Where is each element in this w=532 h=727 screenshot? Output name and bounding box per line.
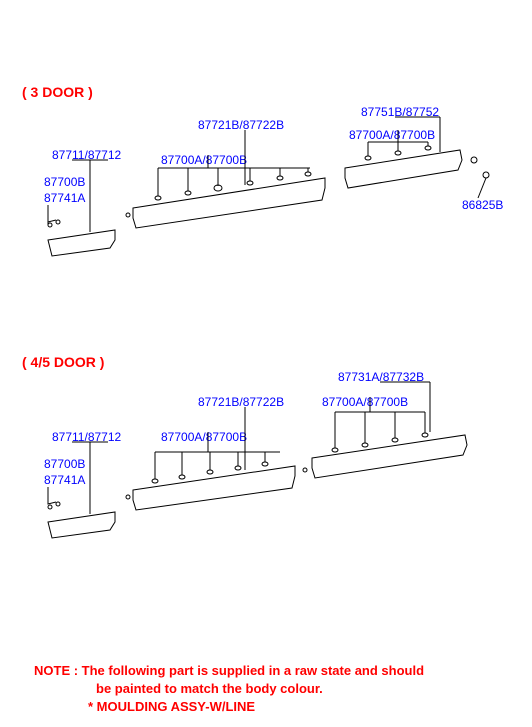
clip-s2-1a <box>48 505 52 509</box>
part-s1-frontdoor <box>133 178 325 228</box>
label-s1-87741A: 87741A <box>44 191 85 205</box>
part-s2-reardoor <box>312 435 467 478</box>
part-s2-frontdoor <box>133 466 295 510</box>
clip-s1-2a <box>155 196 161 200</box>
label-s1-87700B: 87700B <box>44 175 85 189</box>
clip-s1-2c <box>214 185 222 191</box>
label-s1-87711: 87711/87712 <box>52 148 121 162</box>
note-line2: be painted to match the body colour. <box>34 681 323 696</box>
label-s1-87751B: 87751B/87752 <box>361 105 439 119</box>
label-s2-87721B: 87721B/87722B <box>198 395 284 409</box>
label-s2-87700A: 87700A/87700B <box>161 430 247 444</box>
label-s2-87700B: 87700B <box>44 457 85 471</box>
clip-s2-2c <box>207 470 213 474</box>
clip-s1-2e <box>277 176 283 180</box>
note-line1: NOTE : The following part is supplied in… <box>34 663 424 678</box>
clip-s1-2b <box>185 191 191 195</box>
label-s1-87700A-r: 87700A/87700B <box>349 128 435 142</box>
clip-s1-2f <box>305 172 311 176</box>
clip-s2-2e <box>262 462 268 466</box>
rivet-s1-b <box>483 172 489 178</box>
clip-s1-3b <box>395 151 401 155</box>
clip-s2-1b <box>56 502 60 506</box>
endcap-s2-l <box>126 495 130 499</box>
part-s2-fender <box>48 512 115 538</box>
clip-s2-2b <box>179 475 185 479</box>
label-s2-87700B-stack: 87700B 87741A <box>44 457 85 488</box>
clip-s1-2d <box>247 181 253 185</box>
label-s2-87711: 87711/87712 <box>52 430 121 444</box>
label-s1-87700B-stack: 87700B 87741A <box>44 175 85 206</box>
clip-s2-3a <box>332 448 338 452</box>
section2-title: ( 4/5 DOOR ) <box>22 354 104 370</box>
clip-s2-2d <box>235 466 241 470</box>
label-s2-87700A-r: 87700A/87700B <box>322 395 408 409</box>
rivet-s1 <box>471 157 477 163</box>
clip-s2-3d <box>422 433 428 437</box>
label-s2-87731A: 87731A/87732B <box>338 370 424 384</box>
clip-s2-2a <box>152 479 158 483</box>
clip-s1-1b <box>56 220 60 224</box>
part-s1-quarter <box>345 150 462 188</box>
label-s1-87721B: 87721B/87722B <box>198 118 284 132</box>
endcap-s1-l <box>126 213 130 217</box>
note-line3: * MOULDING ASSY-W/LINE <box>34 699 255 714</box>
clip-s1-1a <box>48 223 52 227</box>
note-block: NOTE : The following part is supplied in… <box>34 662 504 717</box>
label-s2-87741A: 87741A <box>44 473 85 487</box>
label-s1-87700A: 87700A/87700B <box>161 153 247 167</box>
clip-s1-3c <box>425 146 431 150</box>
endcap-s2-m <box>303 468 307 472</box>
label-s1-86825B: 86825B <box>462 198 503 212</box>
clip-s2-3c <box>392 438 398 442</box>
clip-s2-3b <box>362 443 368 447</box>
part-s1-fender <box>48 230 115 256</box>
clip-s1-3a <box>365 156 371 160</box>
section1-title: ( 3 DOOR ) <box>22 84 93 100</box>
